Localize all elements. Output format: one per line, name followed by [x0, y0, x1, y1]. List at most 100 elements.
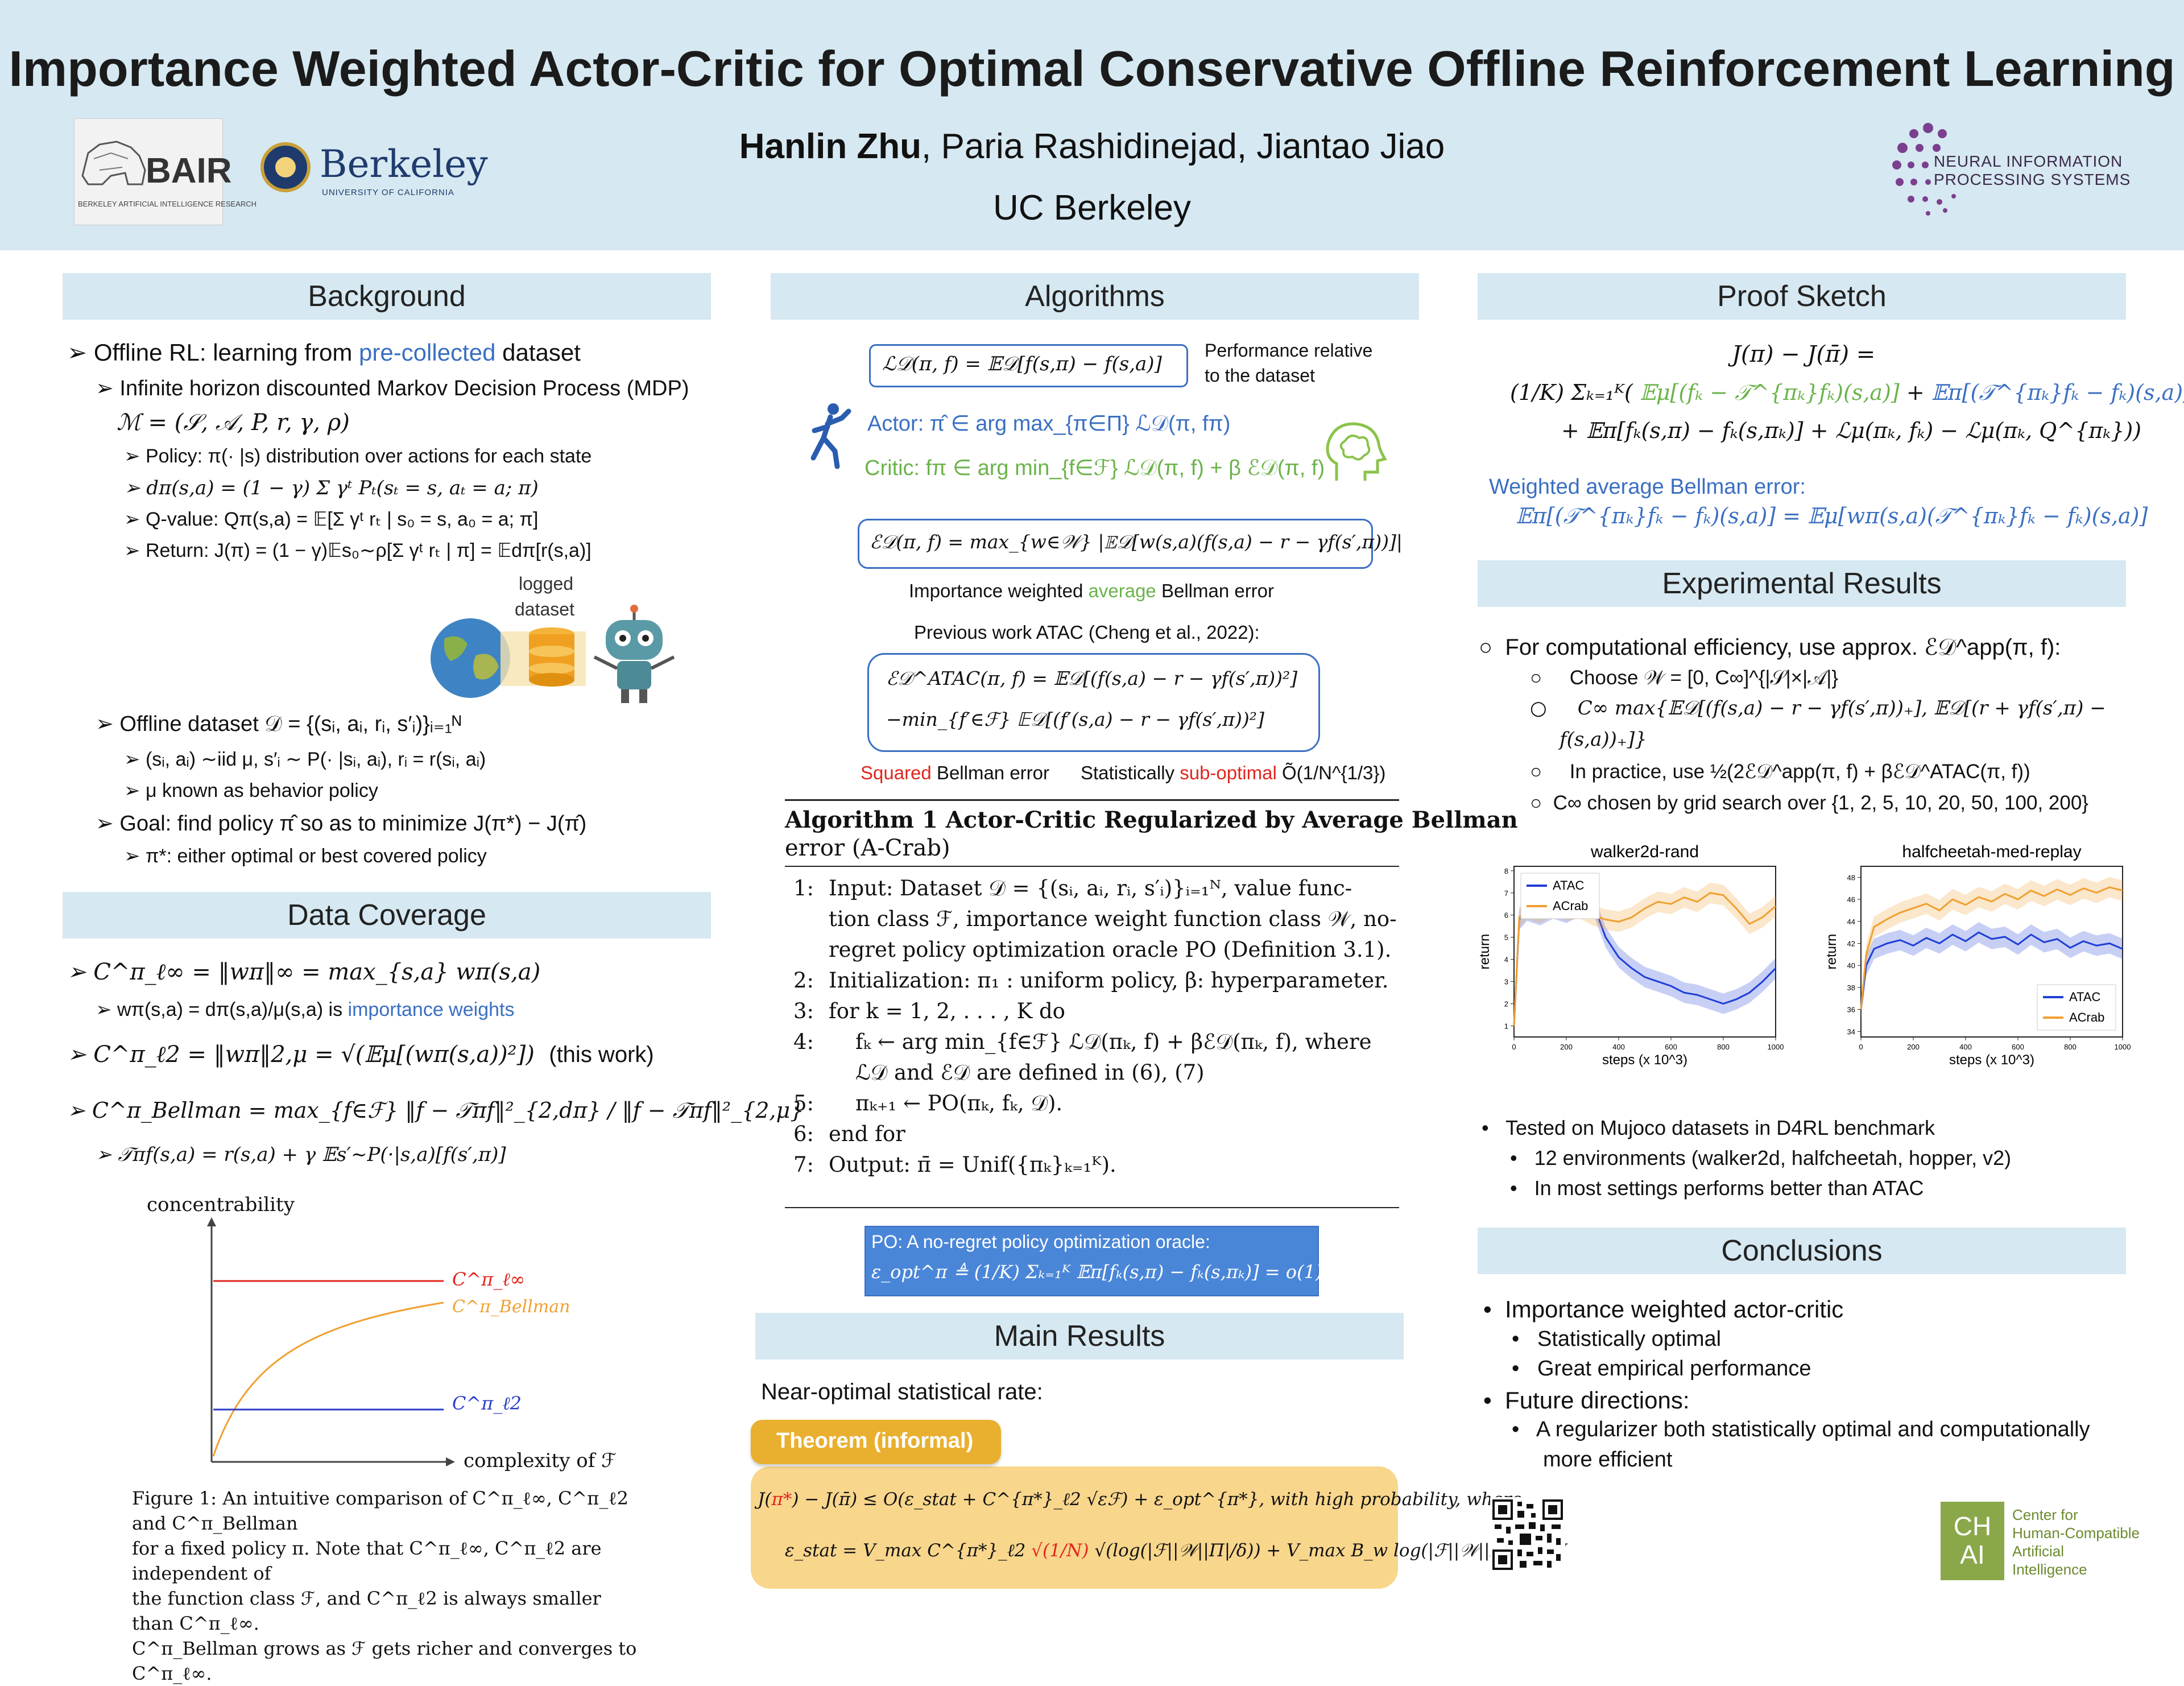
wab-title: Weighted average Bellman error:: [1489, 475, 1806, 499]
figure-xlabel: complexity of ℱ: [464, 1449, 617, 1472]
conclusion-2-1: • A regularizer both statistically optim…: [1512, 1418, 2090, 1441]
concentrability-figure: [207, 1217, 455, 1466]
y-tick-label: 7: [1504, 889, 1508, 898]
figure-label-2: C^π_ℓ2: [452, 1392, 522, 1414]
y-tick-label: 6: [1504, 911, 1508, 920]
berkeley-seal-icon: [260, 142, 311, 192]
x-axis-label: steps (x 10^3): [1602, 1052, 1687, 1068]
performance-box: ℒ𝒟(π, f) = 𝔼𝒟[f(s,π) − f(s,a)]: [869, 344, 1188, 387]
y-tick-label: 2: [1504, 1000, 1508, 1009]
iw-caption: Importance weighted average Bellman erro…: [909, 580, 1275, 601]
exp-bullet-3: ○ In practice, use ½(2ℰ𝒟^app(π, f) + βℰ𝒟…: [1530, 761, 2030, 783]
brain-head-icon: [1326, 422, 1387, 481]
database-icon: [529, 627, 574, 687]
y-tick-label: 3: [1504, 978, 1508, 986]
runner-icon: [810, 403, 851, 469]
y-tick-label: 46: [1847, 895, 1855, 904]
policy-bullet: ➢ Policy: π(· |s) distribution over acti…: [124, 445, 592, 467]
x-tick-label: 600: [1665, 1043, 1677, 1051]
other-authors: , Paria Rashidinejad, Jiantao Jiao: [921, 127, 1445, 166]
algo-line-number: 2:: [793, 968, 814, 993]
neurips-dots-icon: [1892, 123, 1956, 216]
conclusion-1-2: • Great empirical performance: [1512, 1357, 1811, 1381]
qvalue-bullet: ➢ Q-value: Qπ(s,a) = 𝔼[Σ γᵗ rₜ | s₀ = s,…: [124, 509, 539, 530]
conclusion-1-1: • Statistically optimal: [1512, 1327, 1722, 1351]
return-bullet: ➢ Return: J(π) = (1 − γ)𝔼s₀∼ρ[Σ γᵗ rₜ | …: [124, 540, 592, 561]
algo-line-number: 6:: [793, 1122, 814, 1146]
y-tick-label: 34: [1847, 1027, 1855, 1036]
legend-box: [2037, 984, 2116, 1031]
series-band-acrab: [1514, 882, 1776, 1036]
robot-icon: [593, 605, 675, 703]
c-inf-def: ➢ C^π_ℓ∞ = ‖wπ‖∞ = max_{s,a} wπ(s,a): [67, 959, 541, 985]
algo-line-text: ℒ𝒟 and ℰ𝒟 are defined in (6), (7): [829, 1060, 1205, 1085]
po-box: PO: A no-regret policy optimization orac…: [864, 1226, 1322, 1296]
y-tick-label: 38: [1847, 984, 1855, 992]
background-heading: Background: [63, 273, 711, 320]
conclusion-2: • Future directions:: [1483, 1387, 1690, 1414]
proof-line-2: (1/K) Σₖ₌₁ᴷ( 𝔼μ[(fₖ − 𝒯^{πₖ}fₖ)(s,a)] + …: [1510, 380, 2184, 405]
qr-code-icon[interactable]: [1490, 1497, 1565, 1572]
near-optimal-label: Near-optimal statistical rate:: [761, 1379, 1043, 1404]
algo-top-rule: [785, 799, 1399, 801]
theorem-line-1: J(π*) − J(π̄) ≤ O(ε_stat + C^{π*}_ℓ2 √εℱ…: [758, 1489, 1523, 1510]
y-tick-label: 5: [1504, 933, 1508, 942]
y-tick-label: 44: [1847, 918, 1855, 926]
x-tick-label: 400: [1959, 1043, 1972, 1051]
critic-eq: Critic: fπ ∈ arg min_{f∈ℱ} ℒ𝒟(π, f) + β …: [864, 456, 1325, 480]
occupancy-bullet: ➢ dπ(s,a) = (1 − γ) Σ γᵗ Pₜ(sₜ = s, aₜ =…: [124, 477, 539, 499]
exp-bullet-4: ○ C∞ chosen by grid search over {1, 2, 5…: [1530, 792, 2088, 814]
logged-label-1: logged: [519, 573, 574, 594]
x-tick-label: 400: [1612, 1043, 1625, 1051]
algo-line: regret policy optimization oracle PO (De…: [793, 937, 1391, 962]
chart-title: walker2d-rand: [1590, 842, 1699, 861]
chai-logo: CHAI: [1941, 1502, 2004, 1580]
algo-line-text: tion class ℱ, importance weight function…: [829, 907, 1397, 931]
algo-line-text: for k = 1, 2, . . . , K do: [829, 999, 1065, 1023]
berkeley-logo-subtitle: UNIVERSITY OF CALIFORNIA: [322, 188, 454, 197]
y-tick-label: 40: [1847, 961, 1855, 970]
chart-title: halfcheetah-med-replay: [1902, 842, 2081, 861]
algo-bottom-rule: [785, 1207, 1399, 1208]
bair-text: BAIR: [146, 151, 232, 191]
mdp-tuple: ℳ = (𝒮, 𝒜, P, r, γ, ρ): [117, 410, 350, 436]
algo-line-text: end for: [829, 1122, 905, 1146]
dataset-iid-bullet: ➢ (sᵢ, aᵢ) ∼iid μ, s′ᵢ ∼ P(· |sᵢ, aᵢ), r…: [124, 749, 486, 770]
algo-line: ℒ𝒟 and ℰ𝒟 are defined in (6), (7): [793, 1060, 1205, 1085]
algorithms-heading: Algorithms: [771, 273, 1419, 320]
series-line-acrab: [1860, 886, 2123, 1010]
comp-eff-bullet: ○ For computational efficiency, use appr…: [1479, 635, 2061, 660]
envs-bullet: • 12 environments (walker2d, halfcheetah…: [1510, 1146, 2012, 1170]
algo-line-text: fₖ ← arg min_{f∈ℱ} ℒ𝒟(πₖ, f) + βℰ𝒟(πₖ, f…: [829, 1030, 1372, 1054]
legend-box: [1520, 873, 1600, 919]
logged-label-2: dataset: [515, 599, 574, 619]
experiments-heading: Experimental Results: [1478, 560, 2126, 607]
exp-bullet-1: ○ Choose 𝒲 = [0, C∞]^{|𝒮|×|𝒜|}: [1530, 667, 1839, 689]
goal-bullet: ➢ Goal: find policy π̂ so as to minimize…: [96, 812, 587, 836]
proof-heading: Proof Sketch: [1478, 273, 2126, 320]
figure-ylabel: concentrability: [147, 1193, 295, 1216]
pistar-bullet: ➢ π*: either optimal or best covered pol…: [124, 845, 487, 867]
authors: Hanlin Zhu, Paria Rashidinejad, Jiantao …: [0, 126, 2184, 167]
chai-text-2: Human-Compatible: [2012, 1524, 2140, 1542]
performance-note-1: Performance relative: [1205, 340, 1373, 361]
first-author: Hanlin Zhu: [739, 127, 922, 166]
y-tick-label: 42: [1847, 939, 1855, 948]
bear-icon: [81, 140, 146, 185]
performance-note-2: to the dataset: [1205, 365, 1315, 386]
main-results-heading: Main Results: [755, 1313, 1404, 1359]
y-tick-label: 8: [1504, 867, 1508, 875]
proof-line-3: + 𝔼π[fₖ(s,π) − fₖ(s,πₖ)] + ℒμ(πₖ, fₖ) − …: [1561, 418, 2141, 443]
proof-line-1: J(π) − J(π̄) =: [1732, 341, 1876, 367]
x-tick-label: 0: [1512, 1043, 1516, 1051]
dataset-bullet: ➢ Offline dataset 𝒟 = {(sᵢ, aᵢ, rᵢ, s′ᵢ)…: [96, 712, 461, 736]
algo-line-text: Output: π̄ = Unif({πₖ}ₖ₌₁ᴷ).: [829, 1152, 1116, 1177]
series-line-atac: [1860, 931, 2123, 1010]
legend-label: ATAC: [1553, 878, 1585, 892]
algo-title-2: error (A-Crab): [785, 835, 950, 861]
x-tick-label: 600: [2012, 1043, 2024, 1051]
conclusion-2-1-cont: more efficient: [1543, 1448, 1673, 1472]
header-banner: [0, 0, 2184, 250]
theorem-label: Theorem (informal): [751, 1420, 1001, 1464]
algo-line: 4: fₖ ← arg min_{f∈ℱ} ℒ𝒟(πₖ, f) + βℰ𝒟(πₖ…: [793, 1030, 1372, 1055]
